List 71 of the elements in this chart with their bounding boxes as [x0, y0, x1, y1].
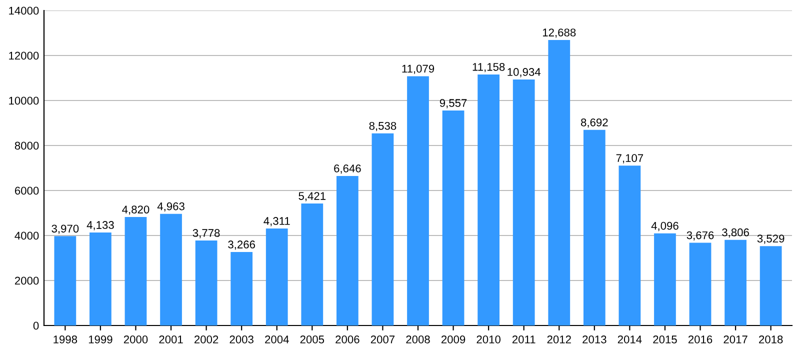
bar: [478, 74, 500, 326]
data-label: 4,963: [157, 202, 184, 212]
data-label: 4,096: [651, 222, 678, 232]
bar: [124, 217, 147, 326]
bar: [266, 228, 288, 326]
x-tick-label: 2015: [653, 336, 677, 344]
y-tick-label: 14000: [9, 6, 39, 15]
x-tick-label: 2018: [759, 336, 783, 344]
bar: [689, 242, 712, 326]
data-label: 7,107: [616, 154, 644, 164]
bar: [54, 236, 76, 326]
y-tick-label: 2000: [14, 276, 39, 285]
x-tick-label: 2012: [547, 336, 571, 344]
x-tick-label: 2014: [618, 336, 642, 344]
data-label: 8,692: [580, 118, 608, 128]
bar: [583, 130, 606, 326]
x-tick-label: 2009: [441, 336, 466, 344]
data-label: 8,538: [369, 122, 396, 132]
data-label: 4,311: [264, 217, 290, 226]
bar: [301, 204, 324, 326]
data-label: 4,820: [122, 206, 150, 215]
data-label: 3,970: [52, 224, 79, 234]
data-label: 3,529: [757, 234, 784, 244]
x-tick-label: 1998: [54, 336, 78, 344]
data-label: 10,934: [508, 68, 541, 78]
x-tick-label: 2000: [124, 336, 148, 344]
bar: [442, 110, 464, 326]
x-tick-label: 2007: [370, 336, 395, 344]
data-label: 4,133: [86, 221, 114, 230]
x-tick-label: 2008: [406, 336, 430, 344]
data-label: 11,079: [402, 64, 434, 74]
x-tick-label: 2013: [582, 336, 606, 344]
x-tick-label: 2011: [512, 336, 536, 344]
y-tick-label: 0: [33, 322, 39, 330]
bar: [618, 166, 641, 326]
x-tick-label: 2003: [230, 336, 254, 344]
y-tick-label: 4000: [14, 232, 39, 240]
data-label: 3,266: [228, 240, 255, 250]
bar: [372, 133, 394, 326]
x-tick-label: 2017: [724, 336, 748, 344]
x-tick-label: 2005: [300, 336, 324, 344]
bar: [654, 233, 676, 326]
bar: [724, 240, 746, 326]
bar: [512, 79, 535, 326]
y-tick-label: 8000: [14, 142, 39, 150]
x-tick-label: 2004: [265, 336, 289, 344]
bar: [160, 214, 182, 326]
y-tick-label: 12000: [9, 52, 39, 60]
data-label: 9,557: [440, 99, 467, 108]
x-tick-label: 2002: [194, 336, 218, 344]
data-label: 6,646: [334, 164, 361, 174]
data-label: 5,421: [298, 192, 326, 202]
bar: [760, 246, 782, 326]
data-label: 3,806: [722, 228, 749, 238]
bar: [336, 176, 358, 326]
bar: [407, 76, 429, 326]
x-tick-label: 1999: [88, 336, 112, 344]
data-label: 12,688: [542, 28, 576, 38]
x-tick-label: 2001: [159, 336, 183, 344]
data-label: 3,676: [686, 231, 714, 241]
y-tick-label: 10000: [9, 96, 39, 105]
x-tick-label: 2006: [336, 336, 360, 344]
x-tick-label: 2016: [688, 336, 712, 344]
x-tick-label: 2010: [476, 336, 500, 344]
data-label: 11,158: [472, 62, 505, 72]
y-tick-label: 6000: [14, 186, 39, 195]
bar: [230, 252, 253, 326]
bar: [90, 232, 112, 326]
bar: [195, 240, 218, 326]
data-label: 3,778: [192, 229, 220, 238]
bar: [548, 40, 570, 326]
